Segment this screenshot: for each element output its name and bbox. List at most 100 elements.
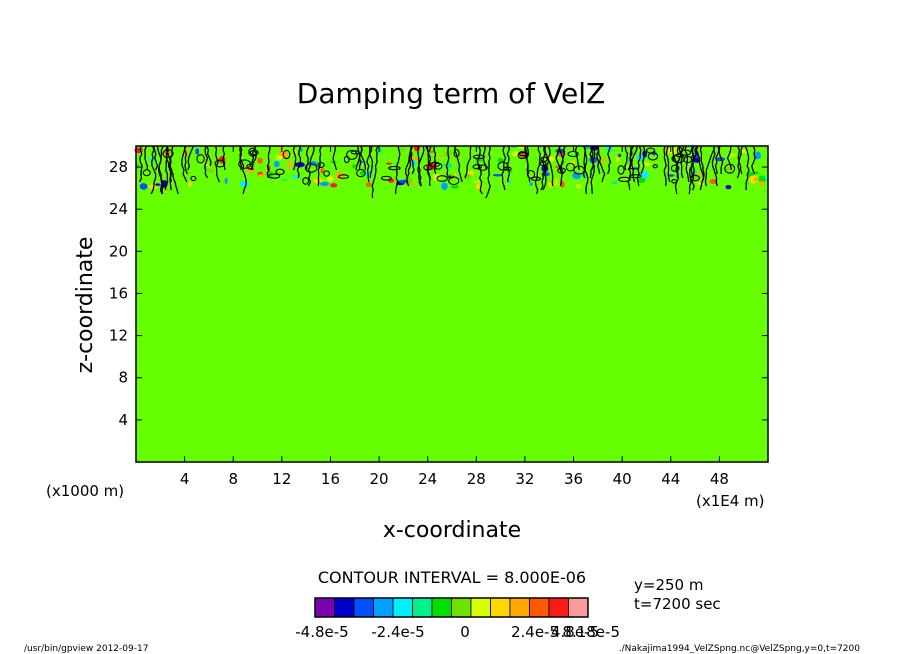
contour-line: [215, 145, 220, 183]
contour-line: [744, 145, 750, 191]
contour-line: [596, 145, 606, 183]
contour-line: [317, 145, 323, 187]
contour-loop: [565, 162, 575, 172]
contour-line: [355, 145, 361, 171]
colorbar-swatch: [470, 597, 491, 618]
plot-background: [136, 146, 768, 462]
contour-line: [239, 145, 243, 171]
colorbar-swatch: [392, 597, 413, 618]
contour-loop: [526, 169, 536, 179]
colorbar-swatch: [334, 597, 355, 618]
contour-line: [663, 145, 667, 187]
annotation-t: t=7200 sec: [634, 595, 721, 613]
contour-loop: [346, 149, 358, 160]
contour-line: [307, 145, 315, 187]
contour-loop: [304, 163, 318, 173]
contour-loop: [248, 147, 258, 157]
contour-blob: [386, 162, 393, 165]
colorbar-tick-label: -4.8e-5: [295, 623, 348, 641]
contour-blob: [715, 157, 726, 162]
y-tick-label: 16: [109, 284, 128, 302]
contour-line: [636, 145, 642, 187]
contour-loop: [518, 151, 529, 157]
contour-line: [506, 145, 510, 183]
x-tick-label: 16: [321, 470, 340, 488]
contour-line: [542, 145, 547, 191]
colorbar-swatch: [412, 597, 433, 618]
contour-line: [691, 145, 698, 191]
colorbar-swatch: [314, 597, 335, 618]
contour-blob: [637, 177, 646, 184]
contour-blob: [155, 183, 161, 186]
contour-line: [695, 145, 705, 191]
contour-line: [222, 145, 226, 171]
contour-line: [524, 145, 530, 175]
x-axis-ticks: 4 8 12 16 20 24 28 32 36 40 44 48: [180, 146, 729, 488]
contour-line: [150, 145, 157, 195]
contour-loop: [689, 174, 701, 182]
contour-blob: [139, 183, 148, 190]
contour-line: [454, 145, 463, 183]
x-tick-label: 36: [564, 470, 583, 488]
contour-blob: [258, 173, 266, 178]
contour-loop: [246, 163, 254, 170]
contour-line: [726, 145, 733, 171]
contour-blob: [278, 147, 284, 155]
x-tick-label: 40: [613, 470, 632, 488]
contour-line: [582, 145, 588, 179]
contour-blob: [601, 157, 606, 163]
contour-loop: [338, 174, 350, 179]
y-tick-label: 28: [109, 158, 128, 176]
contour-blob: [508, 180, 512, 184]
contour-line: [187, 145, 195, 171]
x-tick-label: 28: [467, 470, 486, 488]
contour-blob: [257, 157, 263, 164]
contour-blob: [281, 178, 288, 181]
contour-line: [305, 145, 310, 171]
contour-line: [204, 145, 209, 179]
contour-line: [690, 145, 695, 179]
contour-blob: [444, 162, 452, 169]
contour-blob: [697, 182, 705, 186]
contour-line: [624, 146, 629, 171]
contour-line: [751, 145, 756, 175]
contour-loop: [275, 168, 285, 176]
contour-loop: [268, 173, 281, 179]
contour-line: [640, 145, 646, 175]
contour-loop: [142, 169, 151, 177]
colorbar-swatch: [373, 597, 394, 618]
contour-line: [157, 145, 164, 195]
contour-line: [239, 145, 247, 195]
contour-blob: [352, 164, 356, 169]
contour-blob: [472, 180, 481, 183]
plot-frame: [135, 145, 769, 463]
contour-blob: [463, 173, 472, 180]
contour-blob: [273, 160, 280, 168]
contour-blob: [554, 178, 558, 186]
contour-loop: [162, 149, 174, 159]
contour-blob: [326, 176, 334, 182]
contour-blob: [512, 151, 519, 157]
contour-blob: [450, 172, 455, 177]
contour-loop: [724, 163, 736, 174]
y-tick-label: 20: [109, 242, 128, 260]
contour-blob: [188, 181, 192, 188]
colorbar-labels: -4.8e-5 -2.4e-5 0 2.4e-54.8e-58.18e-5: [295, 623, 620, 641]
y-tick-label: 8: [118, 369, 128, 387]
contour-blob: [575, 183, 582, 189]
contour-line: [433, 145, 437, 175]
contour-loop: [472, 164, 483, 170]
contour-loop: [652, 164, 659, 169]
contour-loop: [196, 154, 205, 164]
colorbar-swatch: [548, 597, 569, 618]
contour-line: [534, 145, 541, 195]
x-axis-label: x-coordinate: [383, 518, 521, 543]
colorbar-tick-label: -2.4e-5: [371, 623, 424, 641]
contour-loop: [679, 149, 692, 156]
contour-blob: [570, 160, 576, 165]
colorbar-swatch: [353, 597, 374, 618]
x-tick-label: 8: [228, 470, 238, 488]
y-unit-label: (x1000 m): [46, 482, 124, 500]
